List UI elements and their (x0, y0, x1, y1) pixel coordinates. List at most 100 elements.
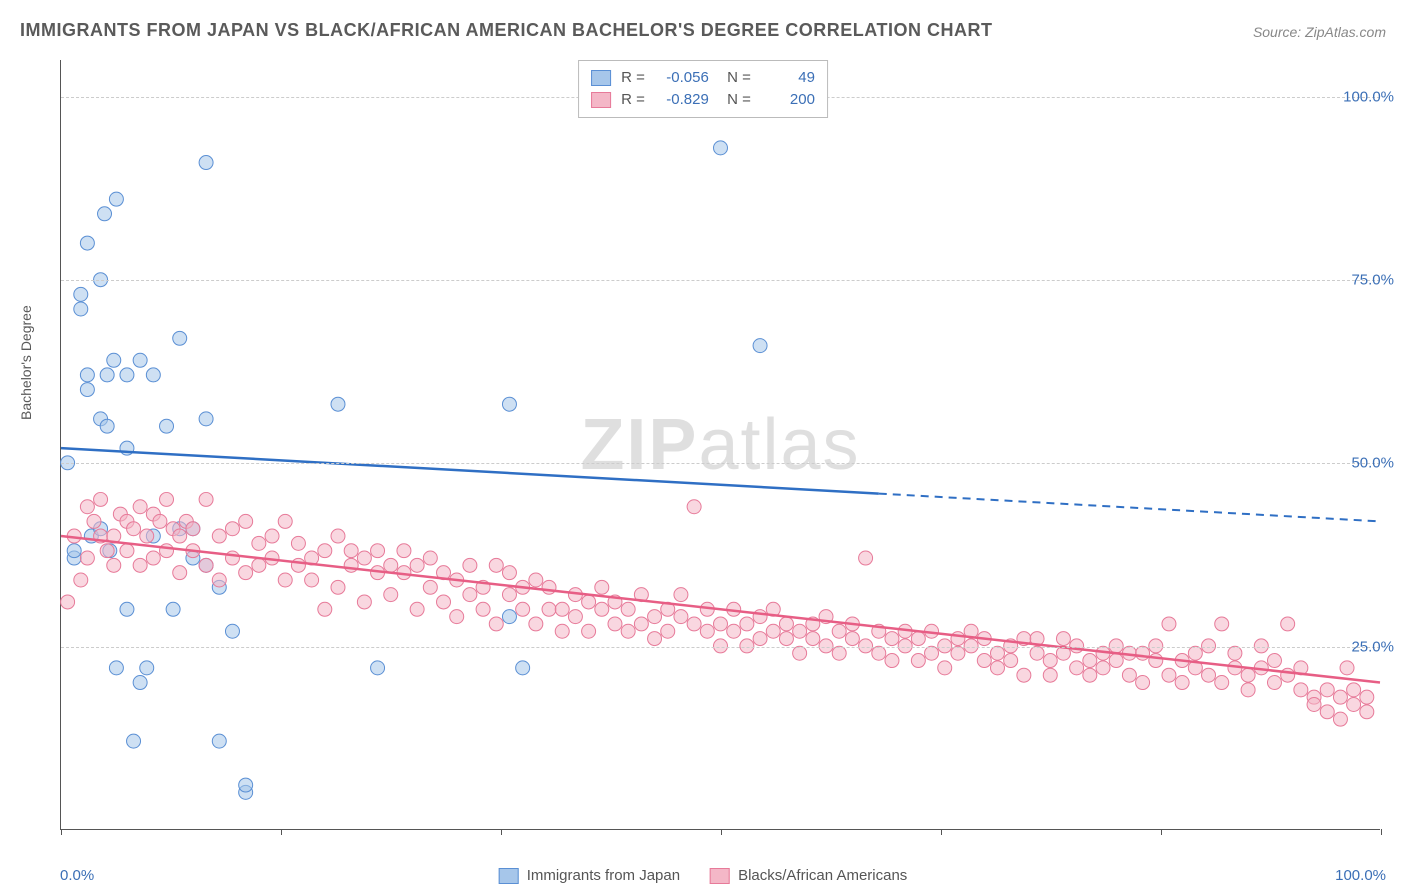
data-point (766, 624, 780, 638)
legend-series-item: Blacks/African Americans (710, 867, 907, 884)
data-point (384, 558, 398, 572)
data-point (1070, 661, 1084, 675)
data-point (212, 573, 226, 587)
data-point (674, 588, 688, 602)
data-point (1004, 654, 1018, 668)
data-point (542, 602, 556, 616)
x-tick (281, 829, 282, 835)
data-point (423, 551, 437, 565)
data-point (502, 610, 516, 624)
data-point (502, 588, 516, 602)
data-point (1241, 683, 1255, 697)
data-point (516, 661, 530, 675)
data-point (173, 566, 187, 580)
data-point (977, 654, 991, 668)
data-point (291, 536, 305, 550)
data-point (1109, 654, 1123, 668)
legend-series-label: Blacks/African Americans (738, 867, 907, 884)
data-point (1122, 668, 1136, 682)
data-point (265, 529, 279, 543)
trend-line (61, 448, 879, 493)
data-point (463, 588, 477, 602)
data-point (153, 514, 167, 528)
data-point (674, 610, 688, 624)
legend-correlation-row: R =-0.056 N =49 (591, 67, 815, 89)
data-point (80, 500, 94, 514)
data-point (133, 353, 147, 367)
data-point (225, 522, 239, 536)
data-point (225, 624, 239, 638)
data-point (74, 302, 88, 316)
x-tick (941, 829, 942, 835)
data-point (278, 514, 292, 528)
data-point (74, 573, 88, 587)
data-point (648, 610, 662, 624)
data-point (911, 632, 925, 646)
data-point (173, 331, 187, 345)
data-point (146, 551, 160, 565)
data-point (687, 617, 701, 631)
data-point (239, 514, 253, 528)
data-point (648, 632, 662, 646)
chart-title: IMMIGRANTS FROM JAPAN VS BLACK/AFRICAN A… (20, 20, 992, 41)
data-point (779, 632, 793, 646)
data-point (608, 617, 622, 631)
data-point (357, 595, 371, 609)
data-point (1360, 690, 1374, 704)
data-point (700, 624, 714, 638)
data-point (740, 617, 754, 631)
data-point (331, 397, 345, 411)
grid-line (61, 280, 1380, 281)
data-point (80, 368, 94, 382)
data-point (384, 588, 398, 602)
data-point (1281, 668, 1295, 682)
y-tick-label: 50.0% (1351, 455, 1394, 472)
data-point (212, 734, 226, 748)
data-point (502, 566, 516, 580)
y-tick-label: 75.0% (1351, 272, 1394, 289)
data-point (1202, 668, 1216, 682)
data-point (951, 646, 965, 660)
data-point (80, 551, 94, 565)
data-point (107, 558, 121, 572)
data-point (1281, 617, 1295, 631)
data-point (67, 544, 81, 558)
data-point (1340, 661, 1354, 675)
data-point (80, 383, 94, 397)
grid-line (61, 463, 1380, 464)
data-point (437, 595, 451, 609)
data-point (1083, 654, 1097, 668)
data-point (120, 544, 134, 558)
data-point (1267, 676, 1281, 690)
data-point (568, 610, 582, 624)
data-point (318, 602, 332, 616)
data-point (331, 529, 345, 543)
data-point (1043, 654, 1057, 668)
data-point (621, 624, 635, 638)
x-tick (721, 829, 722, 835)
data-point (595, 580, 609, 594)
data-point (1215, 676, 1229, 690)
data-point (463, 558, 477, 572)
data-point (371, 544, 385, 558)
data-point (753, 339, 767, 353)
data-point (714, 141, 728, 155)
legend-series-item: Immigrants from Japan (499, 867, 680, 884)
data-point (687, 500, 701, 514)
data-point (1043, 668, 1057, 682)
data-point (489, 558, 503, 572)
plot-area: ZIPatlas (60, 60, 1380, 830)
data-point (990, 661, 1004, 675)
data-point (291, 558, 305, 572)
data-point (186, 522, 200, 536)
data-point (94, 492, 108, 506)
data-point (582, 595, 596, 609)
data-point (166, 602, 180, 616)
data-point (1320, 683, 1334, 697)
data-point (109, 192, 123, 206)
data-point (1333, 690, 1347, 704)
data-point (100, 419, 114, 433)
data-point (489, 617, 503, 631)
data-point (199, 492, 213, 506)
data-point (1294, 683, 1308, 697)
